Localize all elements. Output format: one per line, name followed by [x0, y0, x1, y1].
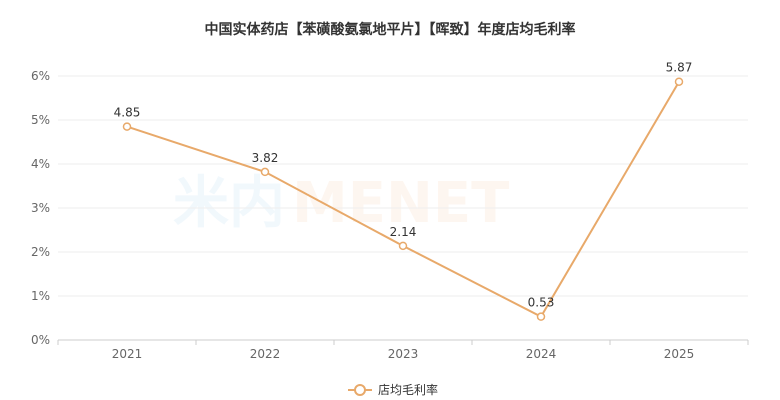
x-tick-label: 2022: [250, 347, 281, 361]
x-tick-label: 2023: [388, 347, 419, 361]
x-tick-label: 2025: [664, 347, 695, 361]
data-label: 2.14: [390, 225, 417, 239]
watermark-left: 米内: [173, 171, 285, 236]
y-tick-label: 0%: [31, 333, 50, 347]
data-point: [536, 312, 546, 321]
chart-title: 中国实体药店【苯磺酸氨氯地平片】【晖致】年度店均毛利率: [204, 22, 576, 38]
watermark: 米内 MENET: [173, 171, 509, 236]
x-tick-label: 2024: [526, 347, 557, 361]
legend-marker: [354, 384, 366, 396]
data-label: 0.53: [528, 296, 555, 310]
y-tick-label: 4%: [31, 157, 50, 171]
y-tick-label: 5%: [31, 113, 50, 127]
data-label: 5.87: [666, 61, 693, 75]
data-point: [398, 241, 408, 251]
watermark-right: MENET: [292, 171, 509, 236]
y-tick-label: 2%: [31, 245, 50, 259]
legend-label: 店均毛利率: [378, 382, 438, 397]
legend: 店均毛利率: [348, 382, 438, 397]
y-tick-label: 6%: [31, 69, 50, 83]
data-label: 4.85: [114, 106, 141, 120]
data-point: [122, 122, 132, 131]
y-tick-label: 3%: [31, 201, 50, 215]
y-tick-label: 1%: [31, 289, 50, 303]
x-tick-label: 2021: [112, 347, 143, 361]
data-point: [674, 77, 684, 86]
data-point: [260, 167, 270, 177]
data-label: 3.82: [252, 151, 279, 165]
